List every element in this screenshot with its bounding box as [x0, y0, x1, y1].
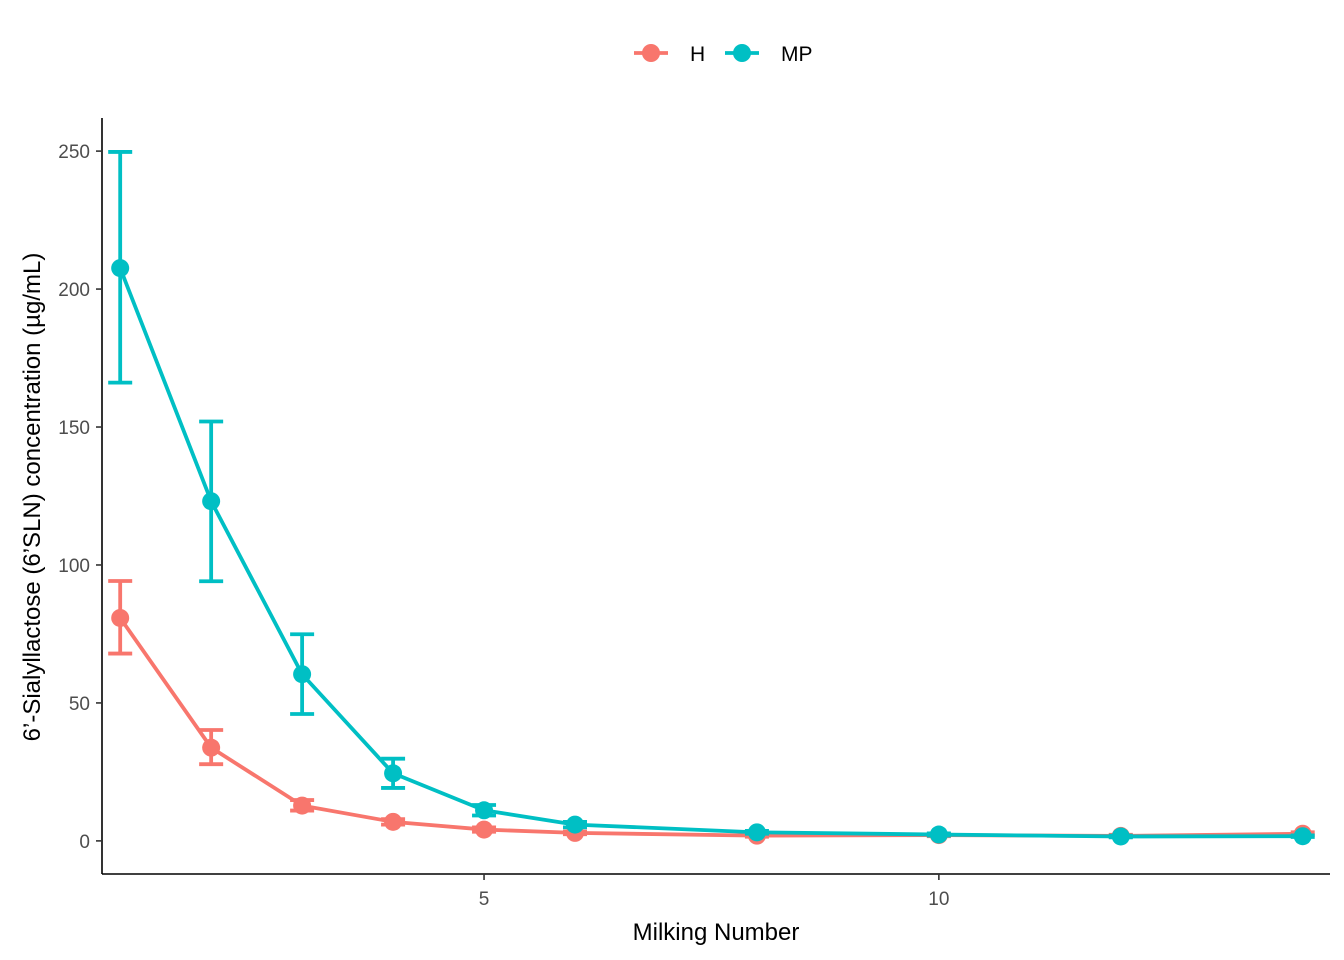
x-axis-ticks: 5 10: [479, 874, 949, 910]
plot-area: [108, 150, 1315, 846]
y-tick-label: 100: [58, 556, 90, 577]
data-point: [111, 608, 130, 627]
legend-item-h: H: [634, 43, 705, 66]
data-point: [293, 796, 312, 815]
x-tick-label: 10: [928, 889, 949, 910]
y-tick-label: 0: [79, 832, 90, 853]
data-point: [747, 823, 766, 842]
y-tick-label: 250: [58, 142, 90, 163]
data-point: [384, 812, 403, 831]
data-point: [475, 801, 494, 820]
y-axis-ticks: 0 50 100 150 200 250: [58, 142, 102, 853]
data-point: [202, 492, 221, 511]
data-point: [475, 820, 494, 839]
axes: [101, 118, 1330, 875]
y-tick-label: 150: [58, 418, 90, 439]
series-h: [108, 579, 1315, 845]
legend-key-point: [642, 44, 660, 62]
data-point: [1111, 827, 1130, 846]
legend-label: H: [690, 43, 705, 66]
legend-label: MP: [781, 43, 813, 66]
series-mp: [108, 150, 1315, 846]
x-tick-label: 5: [479, 889, 490, 910]
data-point: [929, 825, 948, 844]
x-axis-title: Milking Number: [633, 919, 800, 946]
data-point: [111, 259, 130, 278]
data-point: [202, 738, 221, 757]
legend-item-mp: MP: [725, 43, 813, 66]
y-tick-label: 200: [58, 280, 90, 301]
legend-key-point: [733, 44, 751, 62]
y-tick-label: 50: [69, 694, 90, 715]
data-point: [1293, 827, 1312, 846]
legend: H MP: [634, 43, 813, 66]
data-point: [384, 764, 403, 783]
data-point: [566, 815, 585, 834]
y-axis-title: 6’-Sialyllactose (6’SLN) concentration (…: [19, 253, 46, 742]
series-line: [118, 267, 1303, 839]
data-point: [293, 665, 312, 684]
